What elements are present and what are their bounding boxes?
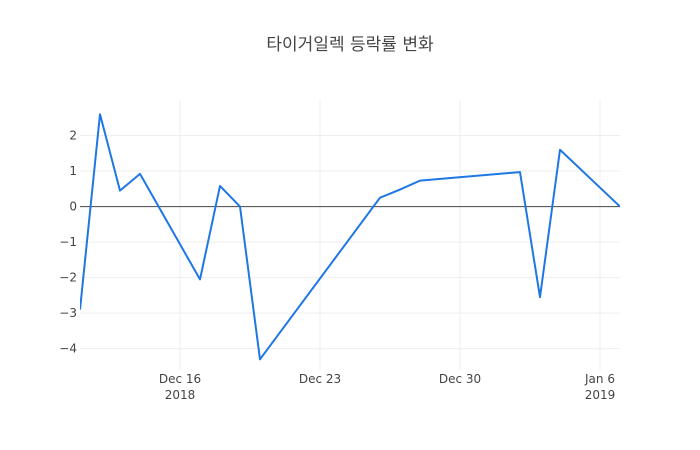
data-point[interactable] (537, 294, 543, 300)
y-tick-label: 1 (69, 164, 77, 178)
x-tick-label: Dec 30 (439, 372, 481, 386)
y-tick-label: 0 (69, 200, 77, 214)
data-point[interactable] (557, 147, 563, 153)
y-tick-label: 2 (69, 129, 77, 143)
data-point[interactable] (117, 188, 123, 194)
y-tick-label: −2 (59, 271, 77, 285)
data-point[interactable] (257, 356, 263, 362)
data-point[interactable] (197, 276, 203, 282)
x-tick-label: Jan 6 (584, 372, 615, 386)
data-point[interactable] (397, 187, 403, 193)
chart-title: 타이거일렉 등락률 변화 (266, 35, 434, 55)
y-tick-label: −1 (59, 235, 77, 249)
series-layer (77, 111, 623, 362)
data-point[interactable] (217, 183, 223, 189)
x-tick-sublabel: 2019 (585, 388, 616, 402)
data-point[interactable] (377, 195, 383, 201)
y-tick-label: −3 (59, 306, 77, 320)
grid-layer (80, 100, 620, 370)
data-point[interactable] (97, 111, 103, 117)
data-point[interactable] (137, 171, 143, 177)
data-point[interactable] (77, 307, 83, 313)
axis-layer: Dec 16 2018 Dec 23 Dec 30 Jan 6 2019 2 1 0 −1 −2 −3… (59, 129, 615, 402)
data-point[interactable] (517, 169, 523, 175)
x-tick-sublabel: 2018 (165, 388, 196, 402)
data-point[interactable] (617, 204, 623, 210)
data-point[interactable] (417, 178, 423, 184)
x-tick-label: Dec 23 (299, 372, 341, 386)
y-tick-label: −4 (59, 342, 77, 356)
data-point[interactable] (237, 204, 243, 210)
series-line (80, 113, 620, 361)
x-tick-label: Dec 16 (159, 372, 201, 386)
